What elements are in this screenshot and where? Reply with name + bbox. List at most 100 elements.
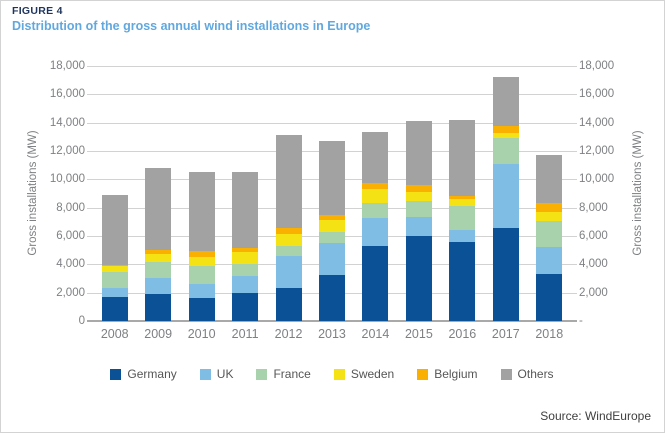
tick-label: 4,000 <box>56 258 85 271</box>
bar-segment-sweden-2015 <box>405 192 432 202</box>
legend-label: Others <box>517 367 554 381</box>
bar-2015 <box>405 121 432 321</box>
bar-segment-germany-2016 <box>449 242 476 321</box>
y-axis-left-ticks: 18,000 16,000 14,000 12,000 10,000 8,000 6,000… <box>1 60 85 327</box>
bar-segment-belgium-2008 <box>101 265 128 267</box>
bar-segment-others-2014 <box>362 131 389 183</box>
bar-slot-2018 <box>528 66 571 321</box>
bar-segment-uk-2016 <box>449 229 476 243</box>
bar-segment-germany-2018 <box>536 274 563 321</box>
bar-segment-uk-2012 <box>275 255 302 288</box>
bar-slot-2017 <box>484 66 527 321</box>
x-label-2011: 2011 <box>231 327 259 341</box>
tick-label: 2,000 <box>579 286 608 299</box>
tick-label: 10,000 <box>49 173 85 186</box>
legend-swatch-others <box>500 368 512 380</box>
y-axis-title-left: Gross installations (MW) <box>27 130 39 256</box>
bar-segment-france-2014 <box>362 202 389 219</box>
bar-segment-germany-2008 <box>101 296 128 321</box>
bar-segment-others-2012 <box>275 135 302 228</box>
tick-label: - <box>579 315 583 327</box>
bar-segment-others-2009 <box>145 168 172 251</box>
bar-segment-belgium-2014 <box>362 182 389 190</box>
legend-swatch-germany <box>110 368 122 380</box>
x-label-2014: 2014 <box>361 327 390 341</box>
bar-segment-others-2015 <box>405 121 432 186</box>
bar-segment-germany-2009 <box>145 294 172 321</box>
bar-segment-belgium-2010 <box>188 250 215 257</box>
legend-swatch-sweden <box>333 368 345 380</box>
bar-segment-france-2017 <box>492 138 519 165</box>
tick-label: 12,000 <box>579 145 615 157</box>
bar-segment-uk-2010 <box>188 284 215 299</box>
bar-segment-belgium-2011 <box>232 248 259 252</box>
x-label-2018: 2018 <box>535 327 564 341</box>
bar-segment-belgium-2018 <box>536 203 563 212</box>
bar-segment-belgium-2012 <box>275 227 302 234</box>
x-label-2016: 2016 <box>448 327 477 341</box>
bar-segment-uk-2013 <box>318 243 345 275</box>
legend: Germany UK France Sweden Belgium Others <box>93 367 571 381</box>
bar-segment-uk-2014 <box>362 218 389 246</box>
bar-2017 <box>492 76 519 321</box>
tick-label: 6,000 <box>56 230 85 242</box>
bar-slot-2009 <box>136 66 179 321</box>
bar-2012 <box>275 135 302 321</box>
bar-segment-uk-2015 <box>405 216 432 236</box>
bar-segment-france-2010 <box>188 265 215 285</box>
bar-2009 <box>145 168 172 321</box>
tick-label: 18,000 <box>579 60 615 72</box>
x-label-2008: 2008 <box>100 327 129 341</box>
tick-label: 14,000 <box>579 116 615 129</box>
bar-segment-uk-2017 <box>492 164 519 229</box>
bar-segment-uk-2009 <box>145 277 172 295</box>
bar-2011 <box>232 172 259 321</box>
bar-segment-sweden-2013 <box>318 219 345 232</box>
tick-label: 8,000 <box>56 201 85 214</box>
x-axis-labels: 2008 2009 2010 2011 2012 2013 2014 2015 2016 2017… <box>93 327 571 341</box>
bar-segment-sweden-2014 <box>362 189 389 203</box>
bar-2013 <box>318 141 345 321</box>
bar-segment-germany-2010 <box>188 298 215 321</box>
x-axis-line <box>87 320 577 322</box>
bar-2018 <box>536 154 563 321</box>
legend-item-sweden: Sweden <box>333 367 394 381</box>
bar-slot-2016 <box>441 66 484 321</box>
bar-segment-france-2013 <box>318 231 345 244</box>
legend-label: Germany <box>127 367 177 381</box>
tick-label: 2,000 <box>56 286 85 299</box>
tick-label: 0 <box>78 315 85 327</box>
bar-segment-others-2016 <box>449 119 476 196</box>
bar-segment-belgium-2009 <box>145 250 172 255</box>
bar-segment-sweden-2009 <box>145 254 172 263</box>
bar-segment-others-2010 <box>188 172 215 251</box>
tick-label: 4,000 <box>579 258 608 271</box>
bar-segment-germany-2015 <box>405 236 432 321</box>
figure-title: Distribution of the gross annual wind in… <box>12 19 371 33</box>
legend-label: UK <box>216 367 234 381</box>
legend-item-germany: Germany <box>110 367 177 381</box>
x-label-2017: 2017 <box>491 327 520 341</box>
tick-label: 6,000 <box>579 230 608 242</box>
plot-area <box>87 66 577 322</box>
legend-item-others: Others <box>500 367 554 381</box>
figure-label: FIGURE 4 <box>12 5 63 17</box>
bar-segment-france-2011 <box>232 264 259 277</box>
legend-swatch-belgium <box>417 368 429 380</box>
legend-item-belgium: Belgium <box>417 367 478 381</box>
bar-2016 <box>449 119 476 321</box>
bar-segment-uk-2008 <box>101 287 128 297</box>
legend-swatch-uk <box>199 368 211 380</box>
tick-label: 16,000 <box>579 88 615 101</box>
gridline <box>87 66 577 67</box>
x-label-2015: 2015 <box>404 327 433 341</box>
bar-segment-uk-2018 <box>536 246 563 275</box>
tick-label: 14,000 <box>49 116 85 129</box>
y-axis-title-right: Gross installations (MW) <box>632 130 644 256</box>
x-label-2009: 2009 <box>144 327 173 341</box>
bar-slot-2010 <box>180 66 223 321</box>
gridline <box>87 94 577 96</box>
tick-label: 8,000 <box>579 201 608 214</box>
bar-segment-germany-2013 <box>318 274 345 321</box>
bar-segment-germany-2011 <box>232 292 259 321</box>
